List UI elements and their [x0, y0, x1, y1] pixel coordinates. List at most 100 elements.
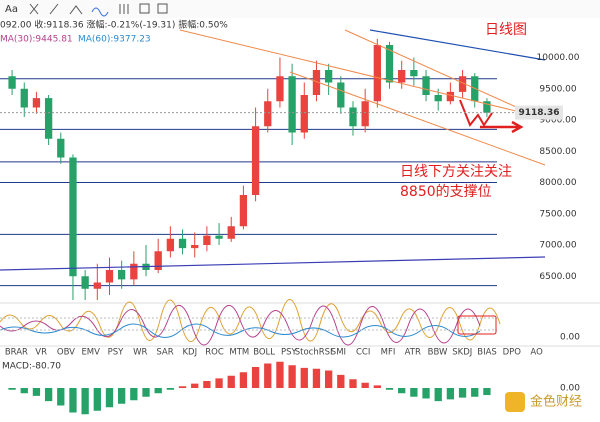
candle-body: [81, 276, 89, 289]
indicator-tab[interactable]: MFI: [381, 348, 396, 358]
macd-bar: [81, 388, 89, 415]
y-tick-label: 10000.00: [537, 53, 580, 63]
candle-body: [324, 70, 333, 83]
indicator-tab[interactable]: BBW: [428, 348, 448, 358]
candle-body: [361, 101, 369, 127]
candle-body: [337, 82, 345, 108]
macd-bar: [215, 378, 223, 388]
macd-bar: [398, 388, 406, 394]
macd-bar: [191, 383, 199, 388]
indicator-tab[interactable]: BIAS: [477, 348, 497, 358]
indicator-tab[interactable]: BRAR: [5, 348, 28, 358]
header-ma60: MA(60):9377.23: [78, 35, 151, 45]
macd-bar: [446, 388, 455, 400]
indicator-tab[interactable]: CCI: [356, 348, 370, 358]
macd-bar: [385, 388, 394, 390]
toolbar-icons: Aa: [5, 3, 168, 17]
candle-body: [385, 45, 394, 83]
osc-zero-label: 0.00: [560, 333, 580, 343]
candle-body: [422, 76, 430, 95]
indicator-tab[interactable]: StochRSI: [295, 348, 333, 358]
candle-body: [44, 98, 53, 139]
candle-body: [93, 282, 101, 289]
candle-body: [118, 270, 126, 280]
candle-body: [410, 70, 418, 77]
indicator-tab[interactable]: VR: [35, 348, 47, 358]
indicator-tab[interactable]: ROC: [205, 348, 224, 358]
y-tick-label: 7000.00: [539, 241, 576, 251]
macd-bar: [105, 388, 114, 408]
candle-body: [105, 270, 114, 283]
y-tick-label: 9000.00: [539, 116, 576, 126]
macd-bar: [288, 365, 296, 388]
candle-body: [434, 95, 442, 102]
macd-bar: [44, 388, 53, 402]
candle-body: [264, 101, 272, 127]
y-tick-label: 8000.00: [539, 178, 576, 188]
last-price-label: 9118.36: [519, 108, 560, 118]
indicator-tab[interactable]: AO: [530, 348, 543, 358]
svg-text:金色财经: 金色财经: [530, 394, 582, 410]
header-ma30: MA(30):9445.81: [0, 35, 73, 45]
indicator-tab[interactable]: DPO: [503, 348, 522, 358]
candle-body: [203, 235, 211, 245]
macd-bar: [142, 388, 150, 397]
svg-text:Aa: Aa: [5, 4, 18, 15]
indicator-tab[interactable]: MTM: [229, 348, 249, 358]
candle-body: [8, 76, 16, 89]
macd-bar: [239, 372, 248, 388]
y-tick-label: 8500.00: [539, 147, 576, 157]
macd-bar: [434, 388, 442, 402]
macd-bar: [300, 367, 308, 388]
annotation: 日线图: [485, 22, 527, 38]
candle-body: [300, 95, 308, 133]
indicator-tab[interactable]: SAR: [156, 348, 173, 358]
candle-body: [251, 126, 260, 195]
macd-bar: [324, 370, 333, 388]
watermark: 金色财经: [505, 392, 582, 412]
indicator-tab[interactable]: KDJ: [182, 348, 197, 358]
trend-lines: [0, 29, 546, 271]
macd-bar: [69, 388, 77, 413]
candle-body: [373, 45, 381, 102]
macd-bar: [410, 388, 418, 397]
macd-bar: [349, 379, 357, 388]
macd-bar: [8, 388, 16, 390]
macd-bar: [178, 386, 187, 388]
macd-bar: [251, 367, 260, 388]
candle-body: [215, 235, 223, 239]
candle-body: [446, 91, 455, 102]
indicator-tab[interactable]: ATR: [405, 348, 421, 358]
candle-body: [458, 76, 467, 92]
macd-bar: [337, 374, 345, 388]
macd-bar: [458, 388, 467, 398]
toolbar: [0, 0, 600, 18]
candle-body: [69, 157, 77, 277]
macd-bar: [361, 382, 369, 388]
macd-bar: [312, 368, 321, 388]
macd-area: [8, 361, 491, 415]
macd-bar: [130, 388, 138, 401]
macd-bar: [373, 385, 381, 388]
y-tick-label: 6500.00: [539, 272, 576, 282]
macd-zero-label: 0.00: [560, 384, 580, 394]
indicator-tab[interactable]: PSY: [108, 348, 125, 358]
indicator-tab[interactable]: EMV: [81, 348, 100, 358]
annotation: 8850的支撑位: [400, 184, 492, 200]
indicator-tab[interactable]: BOLL: [253, 348, 275, 358]
macd-label: MACD:-80.70: [2, 362, 61, 372]
candle-body: [312, 70, 321, 95]
candle-body: [178, 238, 187, 249]
macd-bar: [166, 388, 175, 390]
candle-body: [130, 263, 138, 280]
macd-bar: [471, 388, 479, 397]
indicator-tab[interactable]: SMI: [331, 348, 346, 358]
indicator-tab[interactable]: SKDJ: [452, 348, 472, 358]
macd-bar: [57, 388, 65, 406]
macd-bar: [20, 388, 28, 394]
indicator-tab[interactable]: PSY: [281, 348, 298, 358]
indicator-tab[interactable]: WR: [133, 348, 147, 358]
indicator-tab[interactable]: OBV: [57, 348, 75, 358]
macd-bar: [276, 361, 284, 388]
